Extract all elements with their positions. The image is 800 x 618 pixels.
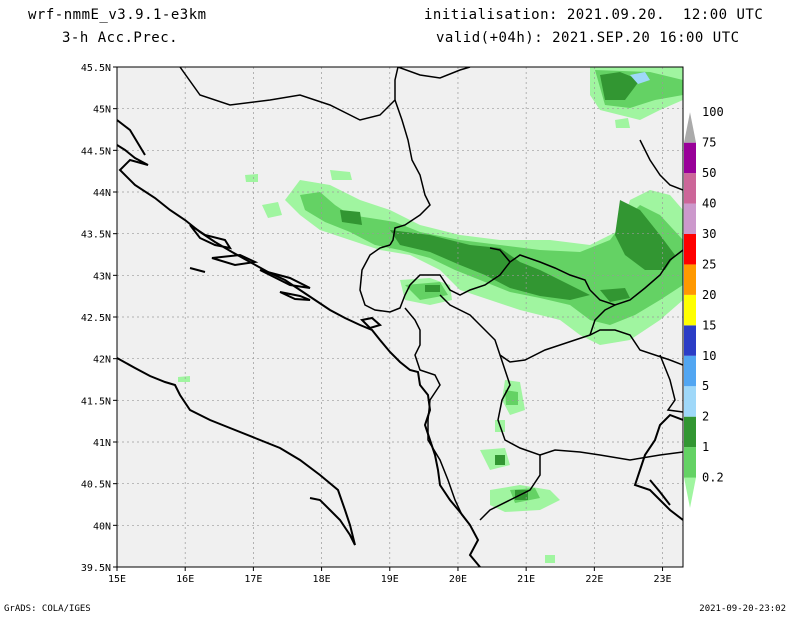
country-borders xyxy=(179,67,683,526)
lat-tick-label: 45.5N xyxy=(81,63,111,74)
lon-tick-label: 16E xyxy=(176,574,194,585)
lat-tick-label: 45N xyxy=(93,105,111,116)
lon-tick-label: 21E xyxy=(517,574,535,585)
colorbar-swatch xyxy=(684,234,696,265)
colorbar-label: 2 xyxy=(702,410,709,424)
valid-time: valid(+04h): 2021.SEP.20 16:00 UTC xyxy=(436,30,740,46)
grads-credit: GrADS: COLA/IGES xyxy=(4,604,91,614)
colorbar-swatch xyxy=(684,203,696,234)
lon-tick-label: 23E xyxy=(654,574,672,585)
lat-tick-label: 44.5N xyxy=(81,146,111,157)
colorbar-label: 0.2 xyxy=(702,471,724,485)
lon-tick-label: 15E xyxy=(108,574,126,585)
colorbar-label: 10 xyxy=(702,349,716,363)
field-title: 3-h Acc.Prec. xyxy=(62,30,179,46)
lon-tick-label: 19E xyxy=(381,574,399,585)
lat-tick-label: 40N xyxy=(93,521,111,532)
model-title: wrf-nmmE_v3.9.1-e3km xyxy=(28,7,207,23)
render-timestamp: 2021-09-20-23:02 xyxy=(699,604,786,614)
colorbar-swatch xyxy=(684,294,696,326)
colorbar-label: 100 xyxy=(702,105,724,119)
lat-tick-label: 39.5N xyxy=(81,563,111,574)
lon-tick-label: 20E xyxy=(449,574,467,585)
colorbar-top-arrow xyxy=(684,112,696,143)
lon-tick-label: 22E xyxy=(585,574,603,585)
lat-tick-label: 42.5N xyxy=(81,313,111,324)
colorbar-label: 25 xyxy=(702,257,716,271)
colorbar-label: 20 xyxy=(702,288,716,302)
lat-tick-label: 43.5N xyxy=(81,230,111,241)
precipitation-areas xyxy=(178,67,683,563)
colorbar-swatch xyxy=(684,416,696,448)
colorbar-swatch xyxy=(684,173,696,204)
coastlines xyxy=(117,119,683,567)
lat-tick-label: 43N xyxy=(93,271,111,282)
lat-tick-label: 42N xyxy=(93,355,111,366)
lat-tick-label: 44N xyxy=(93,188,111,199)
colorbar-label: 75 xyxy=(702,136,716,150)
colorbar-label: 40 xyxy=(702,197,716,211)
colorbar-swatch xyxy=(684,325,696,356)
lat-tick-label: 41N xyxy=(93,438,111,449)
map-gridlines xyxy=(117,67,683,567)
colorbar-bottom-arrow xyxy=(684,477,696,508)
initialisation-time: initialisation: 2021.09.20. 12:00 UTC xyxy=(424,7,764,23)
colorbar-swatch xyxy=(684,355,696,387)
colorbar-label: 50 xyxy=(702,166,716,180)
lat-tick-label: 41.5N xyxy=(81,396,111,407)
lat-tick-label: 40.5N xyxy=(81,480,111,491)
colorbar-swatch xyxy=(684,386,696,417)
colorbar-swatch xyxy=(684,447,696,478)
colorbar-label: 5 xyxy=(702,379,709,393)
colorbar-swatch xyxy=(684,264,696,295)
lon-tick-label: 17E xyxy=(244,574,262,585)
colorbar-label: 30 xyxy=(702,227,716,241)
axis-ticks: 15E 16E 17E 18E 19E 20E 21E 22E 23E 45.5N 45N 44.5N… xyxy=(81,63,672,585)
colorbar-label: 15 xyxy=(702,318,716,332)
colorbar-label: 1 xyxy=(702,440,709,454)
lon-tick-label: 18E xyxy=(313,574,331,585)
colorbar-swatch xyxy=(684,142,696,174)
